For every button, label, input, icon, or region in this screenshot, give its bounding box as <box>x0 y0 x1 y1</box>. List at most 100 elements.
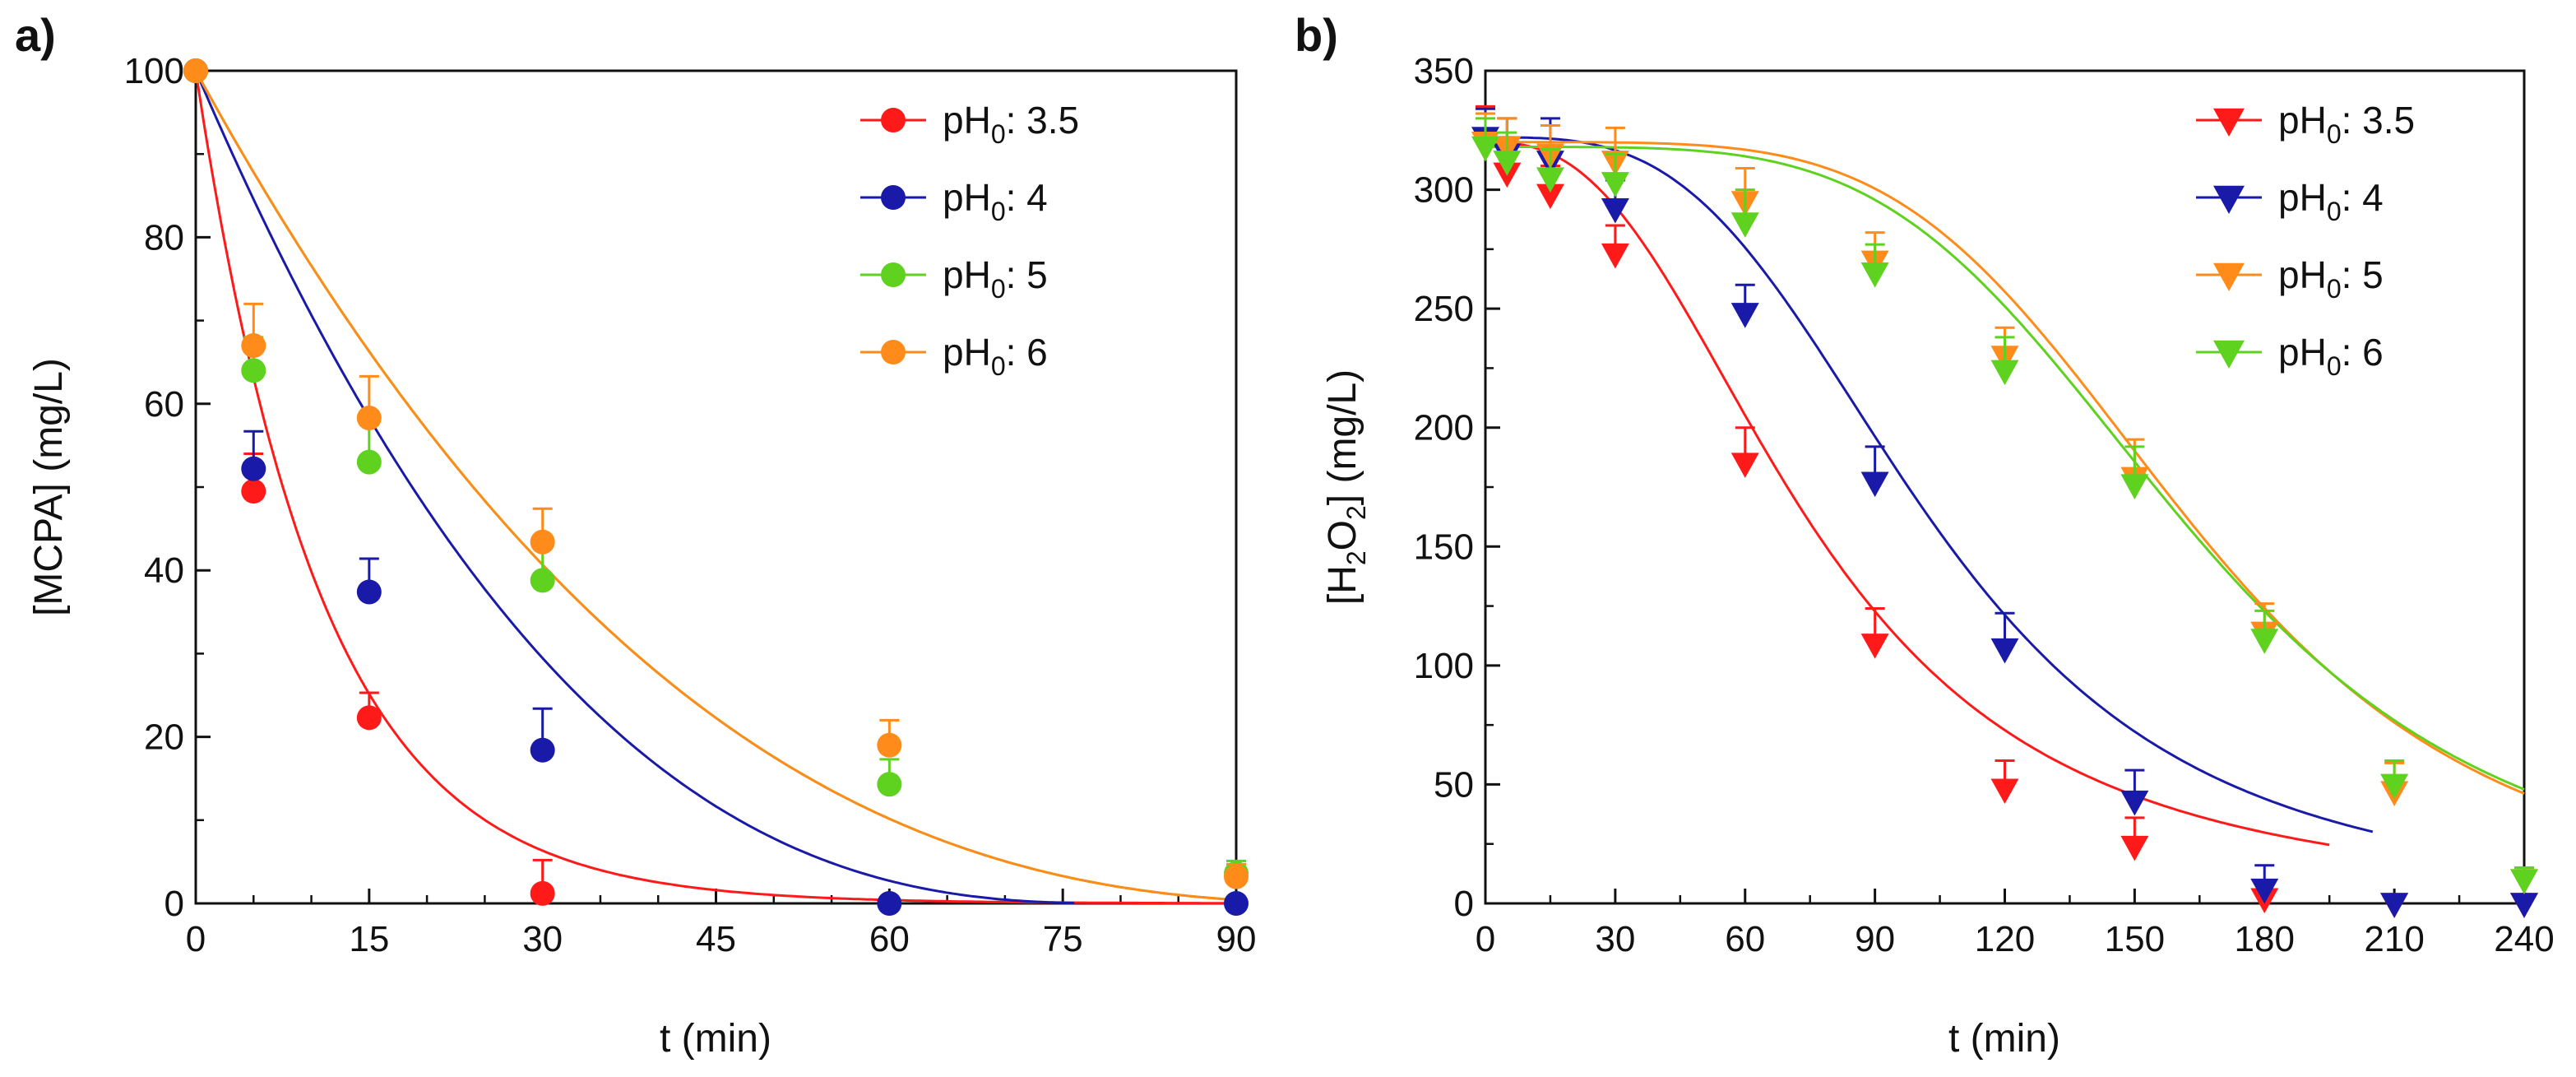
panel-a-y-axis-title: [MCPA] (mg/L) <box>27 358 71 616</box>
y-tick-label: 0 <box>164 884 184 924</box>
data-point <box>356 449 382 475</box>
data-point <box>2380 773 2409 800</box>
data-point <box>356 705 382 731</box>
data-point <box>530 880 555 906</box>
fit-curve <box>194 70 1236 905</box>
y-tick-label: 250 <box>1414 289 1474 329</box>
data-point <box>530 737 555 763</box>
panel-b-y-axis-title: [H2O2] (mg/L) <box>1321 369 1371 605</box>
x-tick-label: 15 <box>349 919 389 959</box>
data-point <box>2380 893 2409 918</box>
panel-a: a) 0 15 30 45 60 75 90 0 20 40 60 80 100 t (min) [MC… <box>15 9 1256 1061</box>
data-point <box>530 568 555 593</box>
data-point <box>2250 629 2279 654</box>
y-tick-label: 200 <box>1414 408 1474 448</box>
fit-curve <box>1485 146 2525 791</box>
y-tick-label: 50 <box>1434 764 1474 805</box>
legend-label: pH0: 4 <box>943 176 1048 226</box>
data-point <box>1730 303 1759 328</box>
y-tick-label: 40 <box>144 550 184 591</box>
data-point <box>241 456 266 481</box>
y-tick-label: 350 <box>1414 51 1474 91</box>
legend-marker <box>881 340 906 364</box>
x-tick-label: 45 <box>696 919 736 959</box>
panel-b: b) 0 30 60 90 120 150 180 210 240 0 50 100 150 200 250… <box>1295 9 2555 1061</box>
x-tick-label: 75 <box>1043 919 1083 959</box>
x-tick-label: 30 <box>522 919 563 959</box>
y-tick-label: 100 <box>124 51 184 91</box>
data-point <box>2510 869 2538 894</box>
x-tick-label: 0 <box>186 919 206 959</box>
data-point <box>1860 471 1889 498</box>
data-point <box>1990 360 2019 386</box>
data-point <box>1471 136 1499 162</box>
data-point <box>183 58 208 83</box>
data-point <box>1860 262 1889 288</box>
legend-marker <box>881 185 906 210</box>
panel-b-data-points <box>1471 104 2538 918</box>
panel-a-legend: pH0: 3.5 pH0: 4 pH0: 5 pH0: 6 <box>860 99 1079 381</box>
data-point <box>530 529 555 555</box>
data-point <box>1730 453 1759 478</box>
y-tick-label: 0 <box>1454 884 1474 924</box>
y-tick-label: 80 <box>144 217 184 258</box>
panel-b-label: b) <box>1295 9 1338 61</box>
x-tick-label: 180 <box>2235 919 2295 959</box>
panel-b-ticks: 0 30 60 90 120 150 180 210 240 0 50 100 150 200 250 300… <box>1414 51 2555 959</box>
data-point <box>1990 638 2019 664</box>
legend-label: pH0: 6 <box>2278 331 2384 381</box>
x-tick-label: 240 <box>2494 919 2554 959</box>
panel-a-ticks: 0 15 30 45 60 75 90 0 20 40 60 80 100 <box>124 51 1257 959</box>
panel-a-data-points <box>183 58 1249 916</box>
legend-marker <box>2213 108 2245 137</box>
panel-b-legend: pH0: 3.5 pH0: 4 pH0: 5 pH0: 6 <box>2196 99 2415 381</box>
data-point <box>877 891 902 916</box>
data-point <box>1224 891 1249 916</box>
data-point <box>1493 151 1522 176</box>
legend-label: pH0: 3.5 <box>943 99 1079 149</box>
data-point <box>356 406 382 431</box>
data-point <box>241 332 266 358</box>
data-point <box>1536 183 1564 210</box>
legend-marker <box>2213 262 2245 291</box>
x-tick-label: 90 <box>1216 919 1257 959</box>
legend-label: pH0: 4 <box>2278 176 2384 226</box>
data-point <box>1860 634 1889 659</box>
data-point <box>2510 893 2538 918</box>
data-point <box>1601 243 1629 269</box>
x-tick-label: 60 <box>869 919 910 959</box>
panel-a-label: a) <box>15 9 56 61</box>
x-tick-label: 30 <box>1595 919 1635 959</box>
x-tick-label: 150 <box>2105 919 2165 959</box>
x-tick-label: 0 <box>1476 919 1495 959</box>
y-tick-label: 150 <box>1414 527 1474 567</box>
legend-marker <box>2213 340 2245 369</box>
fit-curve <box>194 70 1075 905</box>
panel-b-x-axis-title: t (min) <box>1948 1017 2060 1061</box>
legend-marker <box>2213 185 2245 214</box>
fit-curve <box>1485 136 2374 833</box>
data-point <box>1601 172 1629 197</box>
data-point <box>1224 864 1249 889</box>
legend-label: pH0: 3.5 <box>2278 99 2415 149</box>
fit-curve <box>194 70 1237 902</box>
data-point <box>877 772 902 797</box>
data-point <box>241 358 266 383</box>
data-point <box>1536 167 1564 193</box>
data-point <box>356 579 382 605</box>
data-point <box>1990 778 2019 805</box>
data-point <box>2250 878 2279 904</box>
panel-b-fit-curves <box>1485 136 2525 847</box>
y-tick-label: 100 <box>1414 646 1474 686</box>
x-tick-label: 210 <box>2364 919 2424 959</box>
data-point <box>2120 835 2149 861</box>
panel-a-plot-frame <box>194 69 1238 905</box>
panel-a-x-axis-title: t (min) <box>660 1017 771 1061</box>
y-tick-label: 300 <box>1414 170 1474 211</box>
panel-a-fit-curves <box>194 70 1237 905</box>
legend-label: pH0: 5 <box>943 253 1048 304</box>
legend-marker <box>881 108 906 132</box>
fit-curve <box>194 70 1237 902</box>
legend-label: pH0: 5 <box>2278 253 2384 304</box>
